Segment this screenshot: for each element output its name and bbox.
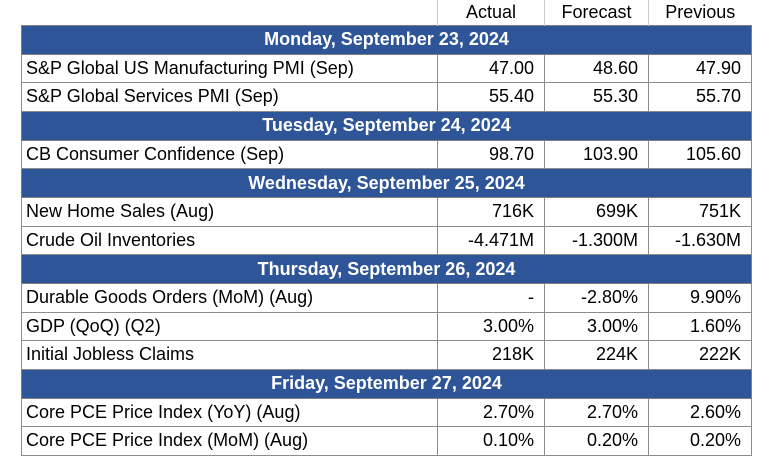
event-name: GDP (QoQ) (Q2) — [21, 311, 438, 341]
actual-value: 2.70% — [437, 397, 545, 427]
event-name: Core PCE Price Index (YoY) (Aug) — [21, 397, 438, 427]
previous-value: 9.90% — [648, 283, 752, 313]
event-row: New Home Sales (Aug) 716K 699K 751K — [21, 197, 752, 227]
actual-value: -4.471M — [437, 225, 545, 255]
actual-value: 47.00 — [437, 53, 545, 83]
event-row: Crude Oil Inventories -4.471M -1.300M -1.63… — [21, 225, 752, 255]
event-row: Core PCE Price Index (YoY) (Aug) 2.70% 2.7… — [21, 397, 752, 427]
previous-value: 2.60% — [648, 397, 752, 427]
day-header-date: Wednesday, September 25, 2024 — [21, 168, 752, 198]
forecast-value: 0.20% — [544, 426, 649, 456]
event-row: S&P Global Services PMI (Sep) 55.40 55.30 5… — [21, 82, 752, 112]
day-header-row: Monday, September 23, 2024 — [21, 24, 752, 55]
event-name: New Home Sales (Aug) — [21, 197, 438, 227]
economic-calendar-table: Actual Forecast Previous Monday, Septemb… — [21, 0, 752, 456]
previous-value: 105.60 — [648, 139, 752, 169]
actual-value: 218K — [437, 340, 545, 370]
event-name: Initial Jobless Claims — [21, 340, 438, 370]
header-actual: Actual — [465, 1, 517, 22]
previous-value: 1.60% — [648, 311, 752, 341]
event-name: CB Consumer Confidence (Sep) — [21, 139, 438, 169]
previous-value: 0.20% — [648, 426, 752, 456]
previous-value: 55.70 — [648, 82, 752, 112]
day-header-row: Wednesday, September 25, 2024 — [21, 168, 752, 198]
event-row: Durable Goods Orders (MoM) (Aug) - -2.80% 9… — [21, 283, 752, 313]
forecast-value: 2.70% — [544, 397, 649, 427]
event-name: S&P Global Services PMI (Sep) — [21, 82, 438, 112]
event-name: Crude Oil Inventories — [21, 225, 438, 255]
previous-value: 47.90 — [648, 53, 752, 83]
forecast-value: 103.90 — [544, 139, 649, 169]
forecast-value: 55.30 — [544, 82, 649, 112]
previous-value: -1.630M — [648, 225, 752, 255]
day-header-row: Friday, September 27, 2024 — [21, 368, 752, 399]
forecast-value: 699K — [544, 197, 649, 227]
event-name: Durable Goods Orders (MoM) (Aug) — [21, 283, 438, 313]
event-name: Core PCE Price Index (MoM) (Aug) — [21, 426, 438, 456]
event-row: Core PCE Price Index (MoM) (Aug) 0.10% 0.2… — [21, 426, 752, 456]
column-header-row: Actual Forecast Previous — [21, 0, 752, 25]
forecast-value: -2.80% — [544, 283, 649, 313]
actual-value: 3.00% — [437, 311, 545, 341]
header-forecast: Forecast — [544, 0, 649, 25]
actual-value: 0.10% — [437, 426, 545, 456]
forecast-value: 224K — [544, 340, 649, 370]
day-header-date: Monday, September 23, 2024 — [21, 24, 752, 55]
header-previous: Previous — [648, 0, 752, 25]
day-header-date: Friday, September 27, 2024 — [21, 368, 752, 399]
event-row: GDP (QoQ) (Q2) 3.00% 3.00% 1.60% — [21, 311, 752, 341]
actual-value: 716K — [437, 197, 545, 227]
header-blank-cell — [21, 0, 438, 25]
event-name: S&P Global US Manufacturing PMI (Sep) — [21, 53, 438, 83]
actual-value: - — [437, 283, 545, 313]
previous-value: 222K — [648, 340, 752, 370]
event-row: S&P Global US Manufacturing PMI (Sep) 47.… — [21, 53, 752, 83]
forecast-value: -1.300M — [544, 225, 649, 255]
forecast-value: 3.00% — [544, 311, 649, 341]
day-header-row: Tuesday, September 24, 2024 — [21, 110, 752, 141]
previous-value: 751K — [648, 197, 752, 227]
actual-value: 98.70 — [437, 139, 545, 169]
day-header-date: Thursday, September 26, 2024 — [21, 254, 752, 284]
day-header-row: Thursday, September 26, 2024 — [21, 254, 752, 284]
actual-value: 55.40 — [437, 82, 545, 112]
event-row: CB Consumer Confidence (Sep) 98.70 103.90 1… — [21, 139, 752, 169]
day-header-date: Tuesday, September 24, 2024 — [21, 110, 752, 141]
forecast-value: 48.60 — [544, 53, 649, 83]
event-row: Initial Jobless Claims 218K 224K 222K — [21, 340, 752, 370]
